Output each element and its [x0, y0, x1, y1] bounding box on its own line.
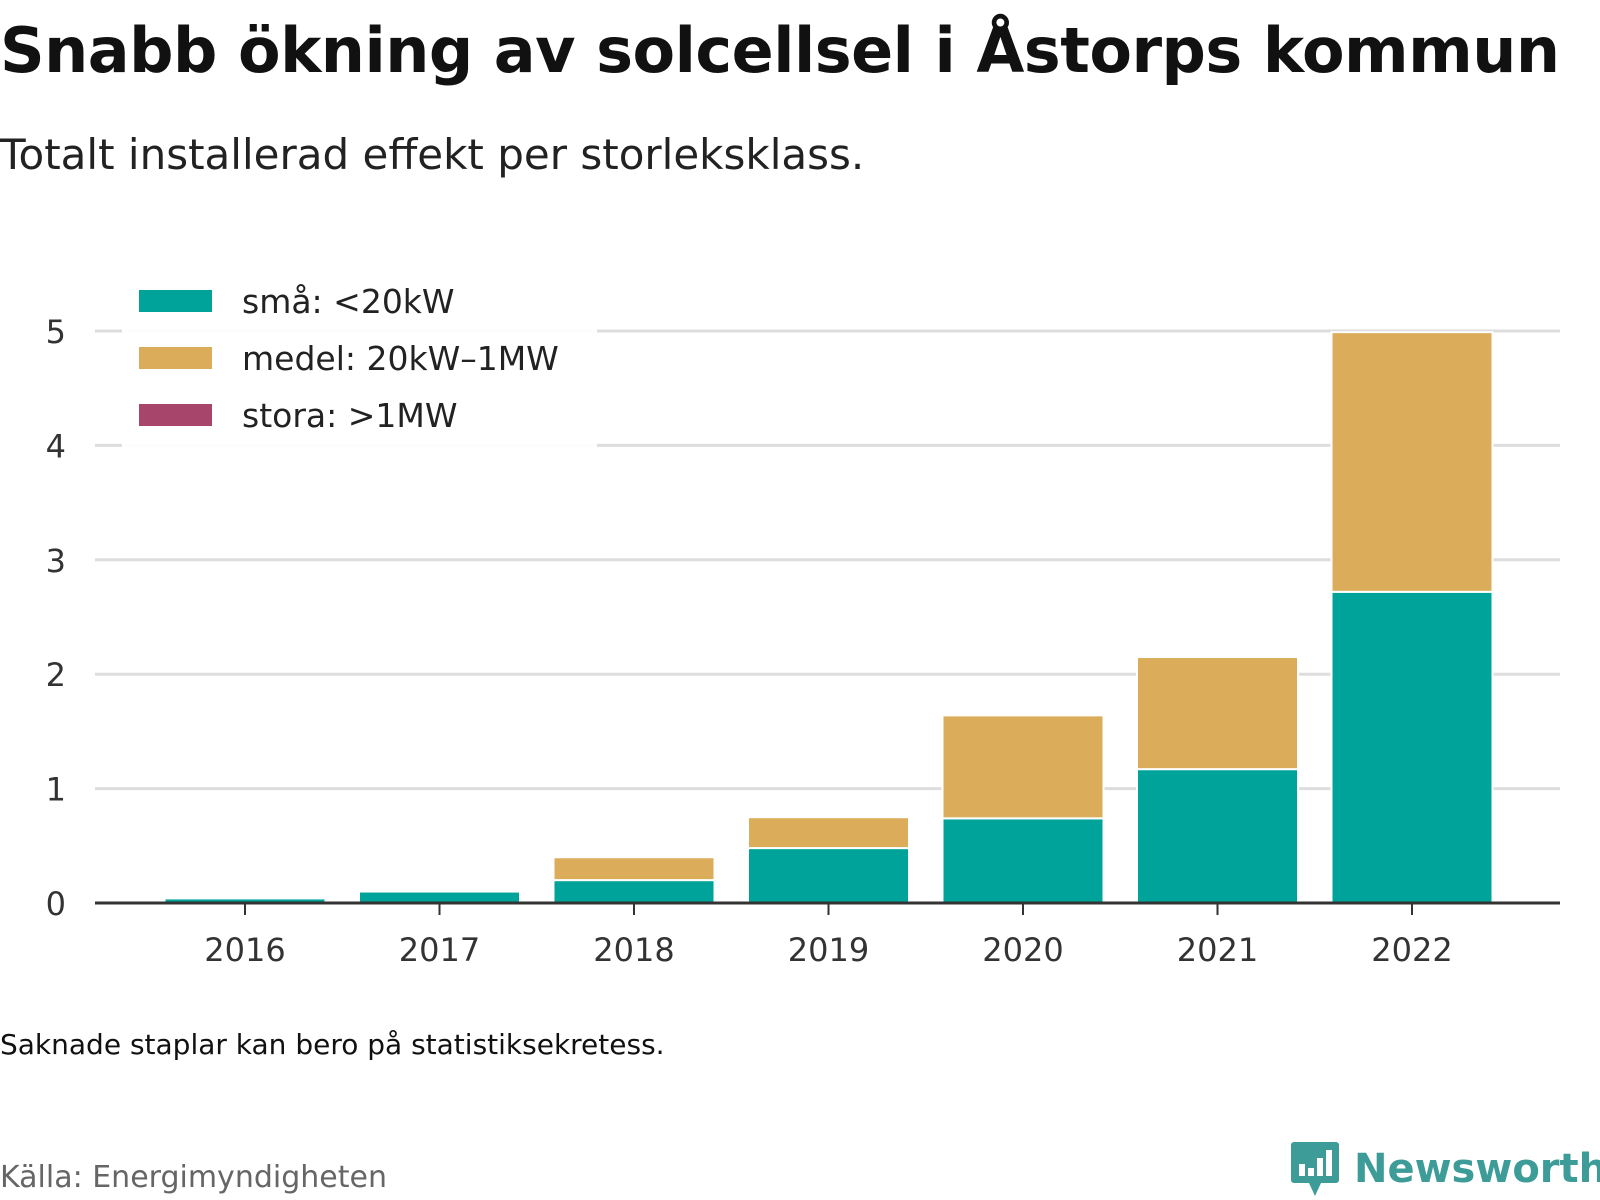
newsworthy-logo-icon: [1291, 1142, 1339, 1196]
bar-segment: [1136, 656, 1299, 771]
x-tick-label: 2016: [204, 931, 285, 969]
x-tick-label: 2022: [1371, 931, 1452, 969]
legend-swatch: [139, 347, 212, 369]
y-tick-label: 5: [46, 313, 66, 351]
axes: 0 1 2 3 4 5 2016 2017 2018 2019 2020 2021 2022: [46, 313, 1560, 969]
y-tick-label: 1: [46, 771, 66, 809]
footnote: Saknade staplar kan bero på statistiksek…: [0, 1028, 665, 1061]
legend-label: stora: >1MW: [242, 396, 457, 435]
source-label: Källa: Energimyndigheten: [0, 1160, 387, 1195]
brand-logo: Newsworthy: [1290, 1140, 1600, 1198]
legend-swatch: [139, 290, 212, 312]
x-tick-label: 2018: [593, 931, 674, 969]
y-tick-label: 3: [46, 542, 66, 580]
chart-subtitle: Totalt installerad effekt per storlekskl…: [0, 130, 865, 179]
legend: små: <20kW medel: 20kW–1MW stora: >1MW: [122, 270, 597, 448]
bar-segment: [941, 714, 1105, 820]
y-tick-label: 2: [46, 656, 66, 694]
y-tick-label: 4: [46, 427, 66, 465]
x-tick-label: 2021: [1177, 931, 1258, 969]
bars: [163, 331, 1494, 905]
x-tick-label: 2020: [982, 931, 1063, 969]
x-tick-label: 2017: [399, 931, 480, 969]
y-tick-label: 0: [46, 885, 66, 923]
bar-segment: [747, 847, 910, 905]
x-tick-label: 2019: [788, 931, 869, 969]
bar-segment: [941, 817, 1105, 904]
bar-segment: [552, 879, 716, 904]
chart-title: Snabb ökning av solcellsel i Åstorps kom…: [0, 14, 1560, 87]
bar-segment: [1330, 590, 1494, 904]
bar-segment: [552, 856, 716, 882]
bar-segment: [1136, 768, 1299, 904]
legend-label: små: <20kW: [242, 282, 455, 321]
bar-segment: [1330, 331, 1494, 593]
legend-swatch: [139, 404, 212, 426]
bar-segment: [747, 816, 910, 850]
legend-label: medel: 20kW–1MW: [242, 339, 559, 378]
brand-name: Newsworthy: [1354, 1146, 1600, 1192]
bar-segment: [358, 890, 521, 904]
